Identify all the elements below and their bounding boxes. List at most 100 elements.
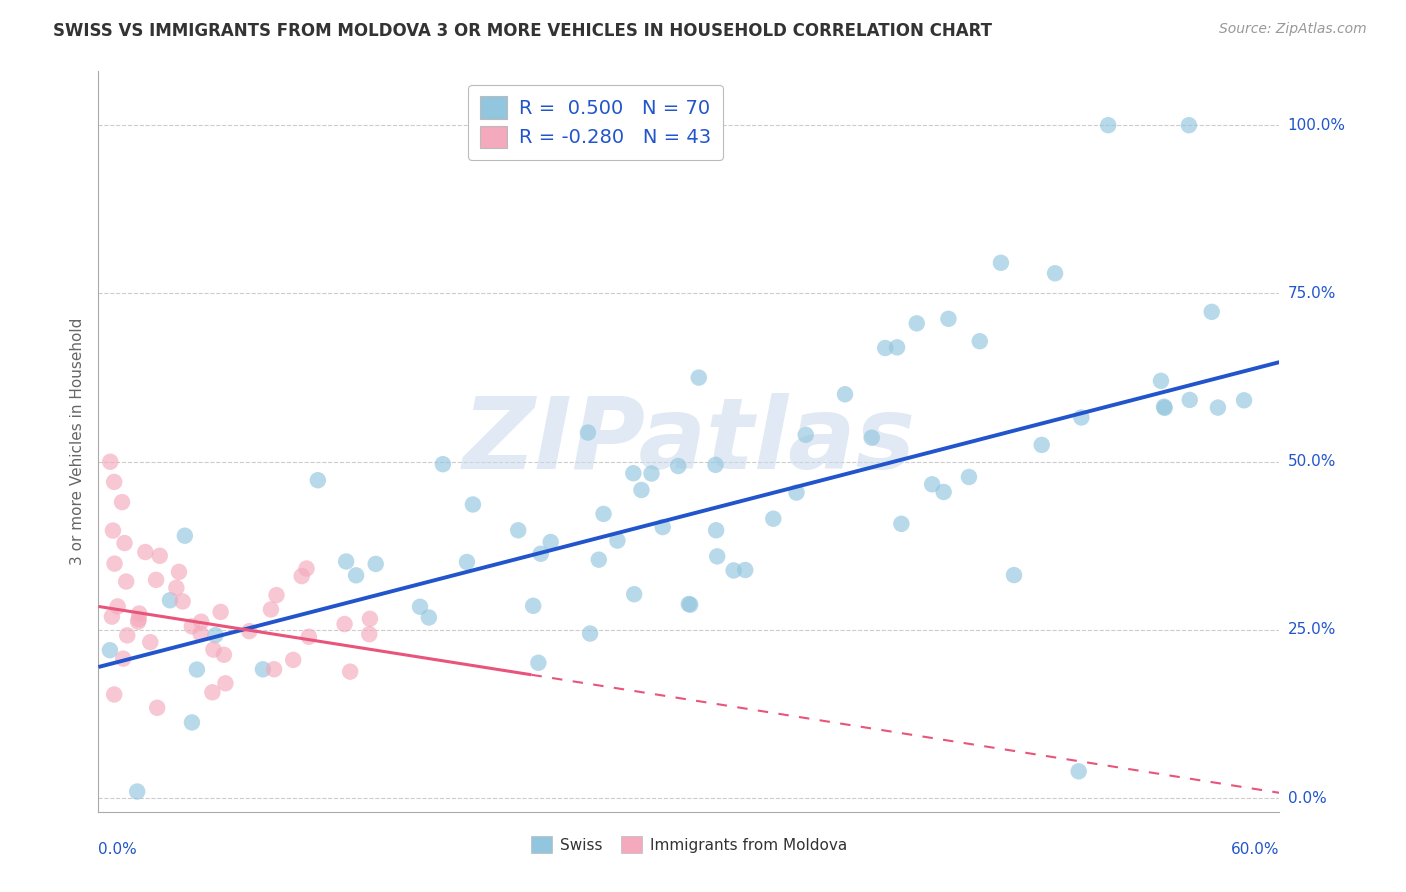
Point	[890, 516, 912, 531]
Point	[640, 467, 662, 481]
Point	[252, 662, 274, 676]
Point	[592, 507, 614, 521]
Point	[957, 470, 980, 484]
Point	[530, 547, 553, 561]
Point	[344, 568, 367, 582]
Point	[688, 370, 710, 384]
Point	[103, 475, 125, 489]
Point	[145, 573, 167, 587]
Point	[117, 628, 139, 642]
Point	[1150, 374, 1173, 388]
Point	[335, 554, 357, 568]
Point	[606, 533, 628, 548]
Point	[283, 653, 305, 667]
Point	[180, 619, 202, 633]
Point	[785, 485, 807, 500]
Point	[127, 784, 149, 798]
Point	[266, 588, 288, 602]
Point	[875, 341, 897, 355]
Point	[112, 651, 135, 665]
Point	[432, 457, 454, 471]
Point	[204, 628, 226, 642]
Point	[588, 552, 610, 566]
Point	[214, 676, 236, 690]
Text: 50.0%: 50.0%	[1288, 454, 1336, 469]
Point	[794, 427, 817, 442]
Point	[1043, 266, 1066, 280]
Point	[172, 594, 194, 608]
Point	[1067, 764, 1090, 779]
Point	[209, 605, 232, 619]
Point	[1233, 393, 1256, 408]
Point	[1002, 568, 1025, 582]
Point	[165, 581, 187, 595]
Point	[706, 549, 728, 564]
Point	[860, 431, 883, 445]
Point	[704, 523, 727, 537]
Point	[98, 643, 121, 657]
Legend: Swiss, Immigrants from Moldova: Swiss, Immigrants from Moldova	[524, 830, 853, 860]
Point	[186, 663, 208, 677]
Point	[734, 563, 756, 577]
Text: 0.0%: 0.0%	[1288, 791, 1326, 805]
Point	[651, 520, 673, 534]
Text: SWISS VS IMMIGRANTS FROM MOLDOVA 3 OR MORE VEHICLES IN HOUSEHOLD CORRELATION CHA: SWISS VS IMMIGRANTS FROM MOLDOVA 3 OR MO…	[53, 22, 993, 40]
Point	[114, 536, 136, 550]
Point	[522, 599, 544, 613]
Point	[298, 630, 321, 644]
Text: 25.0%: 25.0%	[1288, 623, 1336, 638]
Point	[339, 665, 361, 679]
Point	[173, 529, 195, 543]
Point	[103, 557, 125, 571]
Point	[409, 599, 432, 614]
Point	[101, 524, 124, 538]
Point	[115, 574, 138, 589]
Point	[1153, 400, 1175, 414]
Point	[201, 685, 224, 699]
Point	[101, 609, 124, 624]
Point	[202, 642, 225, 657]
Point	[678, 597, 700, 611]
Point	[146, 700, 169, 714]
Point	[1178, 392, 1201, 407]
Point	[159, 593, 181, 607]
Point	[134, 545, 156, 559]
Point	[932, 485, 955, 500]
Text: 75.0%: 75.0%	[1288, 286, 1336, 301]
Point	[666, 458, 689, 473]
Y-axis label: 3 or more Vehicles in Household: 3 or more Vehicles in Household	[69, 318, 84, 566]
Point	[456, 555, 478, 569]
Text: Source: ZipAtlas.com: Source: ZipAtlas.com	[1219, 22, 1367, 37]
Text: ZIPatlas: ZIPatlas	[463, 393, 915, 490]
Point	[623, 587, 645, 601]
Point	[1178, 118, 1201, 132]
Point	[190, 615, 212, 629]
Point	[238, 624, 260, 639]
Point	[921, 477, 943, 491]
Point	[111, 495, 134, 509]
Point	[621, 467, 644, 481]
Point	[103, 688, 125, 702]
Point	[576, 425, 599, 440]
Point	[359, 612, 381, 626]
Point	[295, 561, 318, 575]
Point	[886, 340, 908, 354]
Point	[128, 612, 150, 626]
Point	[139, 635, 162, 649]
Point	[418, 610, 440, 624]
Point	[149, 549, 172, 563]
Point	[540, 535, 562, 549]
Point	[1070, 410, 1092, 425]
Point	[579, 626, 602, 640]
Point	[212, 648, 235, 662]
Point	[291, 569, 314, 583]
Point	[98, 455, 121, 469]
Point	[1153, 401, 1175, 415]
Point	[1201, 305, 1223, 319]
Point	[508, 523, 530, 537]
Point	[938, 311, 960, 326]
Point	[630, 483, 652, 497]
Point	[1097, 118, 1119, 132]
Point	[1206, 401, 1229, 415]
Point	[990, 256, 1012, 270]
